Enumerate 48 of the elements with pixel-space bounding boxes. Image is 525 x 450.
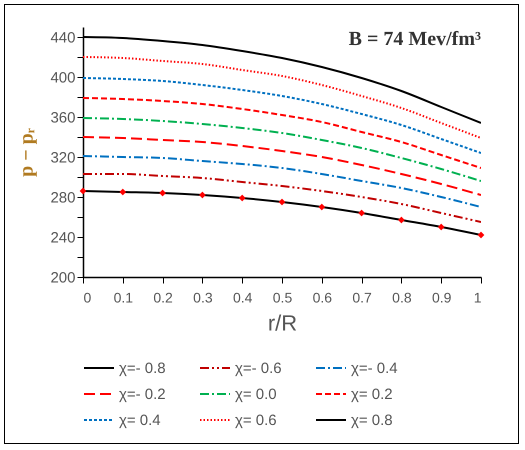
y-tick-label: 320 [50,150,76,166]
line-series [83,77,481,154]
line-series [83,117,481,182]
line-series [83,173,481,223]
x-tick-label: 0.3 [193,290,213,306]
x-tick-label: 0.7 [352,290,372,306]
legend-label: χ=- 0.4 [351,360,398,377]
point [478,232,484,238]
y-tick-label: 240 [50,230,76,246]
point [318,204,326,210]
legend-label: χ= 0.6 [235,412,277,429]
y-axis-title: p − pᵣ [15,128,38,177]
x-tick-label: 0 [84,290,92,306]
x-axis-title: r/R [268,310,298,336]
y-tick-label: 400 [50,70,76,86]
y-tick-label: 280 [50,190,76,206]
y-tick-label: 360 [50,110,76,126]
point [358,210,365,216]
x-tick-label: 0.2 [153,290,174,306]
y-tick-label: 200 [50,270,76,286]
point [278,198,286,206]
x-tick-label: 0.6 [312,290,332,306]
point [80,188,86,194]
legend-label: χ=- 0.8 [119,360,166,377]
y-tick-label: 440 [50,30,76,46]
legend-label: χ=- 0.2 [119,386,166,403]
legend-label: χ= 0.2 [351,386,393,403]
legend-label: χ=- 0.6 [235,360,282,377]
x-tick-label: 0.8 [392,290,412,306]
point [398,216,405,224]
x-tick-label: 1 [474,290,482,306]
x-tick-label: 0.5 [272,290,292,306]
point [238,194,246,202]
legend-label: χ= 0.8 [351,412,393,429]
line-series [83,56,481,139]
x-tick-label: 0.4 [232,290,253,306]
annotation: B = 74 Mev/fm³ [348,28,481,50]
x-tick-label: 0.9 [432,290,452,306]
point [159,190,166,196]
legend-label: χ= 0.4 [119,412,161,429]
line-series [83,136,481,196]
point [199,192,206,198]
line-series [83,155,481,208]
legend-label: χ= 0.0 [235,386,277,403]
x-tick-label: 0.1 [114,290,134,306]
point [119,188,126,196]
point [438,224,445,230]
line-series [83,97,481,169]
